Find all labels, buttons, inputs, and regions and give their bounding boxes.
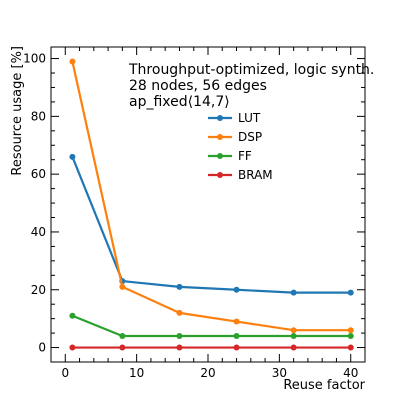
legend-marker	[217, 153, 223, 159]
legend-entry-ff: FF	[208, 149, 252, 163]
x-tick-label: 10	[129, 366, 144, 380]
data-point-dsp	[233, 318, 240, 325]
legend-label: DSP	[238, 130, 262, 144]
y-tick-label: 100	[23, 52, 46, 66]
data-point-dsp	[290, 327, 297, 334]
data-point-bram	[69, 344, 76, 351]
x-axis-label: Reuse factor	[283, 378, 365, 393]
data-point-lut	[347, 289, 354, 296]
data-point-ff	[347, 332, 354, 339]
legend-marker	[217, 134, 223, 140]
series-line-ff	[71, 314, 351, 338]
data-point-dsp	[119, 283, 126, 290]
data-point-bram	[119, 344, 126, 351]
data-point-ff	[176, 332, 183, 339]
data-point-bram	[347, 344, 354, 351]
data-point-bram	[176, 344, 183, 351]
title-line: Throughput-optimized, logic synth.	[128, 62, 374, 78]
legend-label: BRAM	[238, 168, 273, 182]
data-point-ff	[233, 332, 240, 339]
series-ff	[69, 312, 354, 339]
legend-marker	[217, 172, 223, 178]
data-point-bram	[233, 344, 240, 351]
data-point-lut	[69, 153, 76, 160]
legend-label: LUT	[238, 111, 261, 125]
y-tick-label: 0	[38, 341, 46, 355]
data-point-lut	[176, 283, 183, 290]
legend-label: FF	[238, 149, 252, 163]
x-tick-label: 40	[343, 366, 358, 380]
data-point-lut	[233, 286, 240, 293]
y-tick-label: 20	[31, 283, 46, 297]
series-dsp	[69, 58, 354, 334]
x-tick-label: 30	[272, 366, 287, 380]
title-line: ap_fixed⟨14,7⟩	[129, 94, 230, 110]
title-line: 28 nodes, 56 edges	[129, 78, 267, 94]
data-point-ff	[290, 332, 297, 339]
data-point-ff	[69, 312, 76, 319]
y-tick-label: 60	[31, 167, 46, 181]
x-tick-label: 20	[200, 366, 215, 380]
y-tick-label: 80	[31, 109, 46, 123]
series-line-dsp	[71, 61, 351, 332]
legend-entry-bram: BRAM	[208, 168, 273, 182]
legend-entry-lut: LUT	[208, 111, 261, 125]
data-point-lut	[290, 289, 297, 296]
series-line-lut	[71, 156, 351, 294]
data-point-dsp	[347, 327, 354, 334]
data-point-ff	[119, 332, 126, 339]
legend-marker	[217, 115, 223, 121]
y-tick-label: 40	[31, 225, 46, 239]
data-point-dsp	[69, 58, 76, 65]
legend-entry-dsp: DSP	[208, 130, 262, 144]
x-tick-label: 0	[61, 366, 69, 380]
series-bram	[69, 344, 354, 351]
data-point-bram	[290, 344, 297, 351]
y-axis-label: Resource usage [%]	[10, 46, 25, 176]
data-point-dsp	[176, 309, 183, 316]
